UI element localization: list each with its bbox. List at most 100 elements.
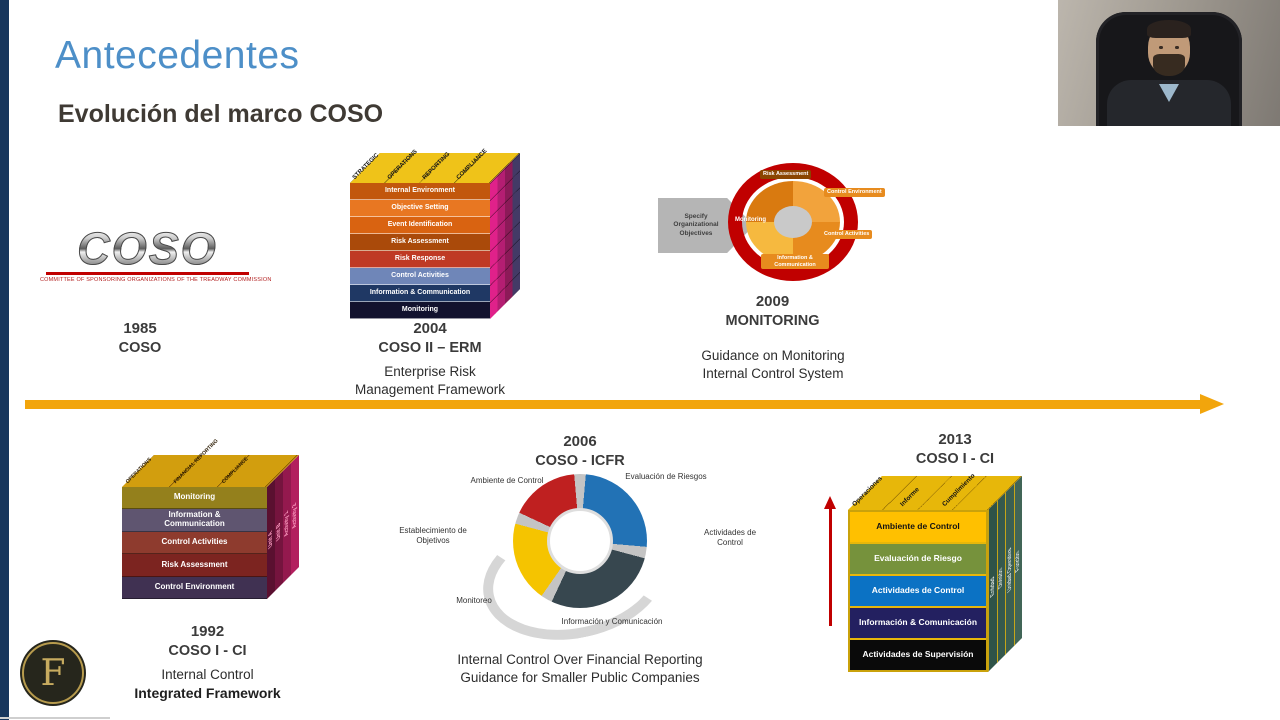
erm-cube-row: Event Identification [350, 217, 490, 234]
entry-1992-desc: Integrated Framework [134, 684, 281, 701]
icfr-label: Monitoreo [456, 596, 492, 605]
entry-2009-desc-line: Internal Control System [702, 365, 844, 381]
ci2013-cube-side-col: Unidad Operativa [1005, 484, 1014, 655]
erm-cube-row: Objective Setting [350, 200, 490, 217]
coso-logo: COSO COMMITTEE OF SPONSORING ORGANIZATIO… [40, 223, 272, 283]
icfr-donut-diagram: Ambiente de Control Evaluación de Riesgo… [390, 468, 770, 656]
ci2013-cube-side-label: Entidad [989, 573, 996, 599]
erm-cube-top-label: REPORTING [421, 151, 452, 181]
entry-1985-year: 1985 [123, 320, 157, 337]
icfr-label: Actividades de Control [703, 528, 757, 547]
ic1992-cube-side-col: Activity 1 [283, 463, 291, 583]
ci2013-cube-row: Evaluación de Riesgo [850, 544, 986, 576]
entry-2009: 2009 MONITORING [690, 293, 855, 336]
red-up-arrow [824, 496, 836, 509]
entry-2006-name: COSO - ICFR [535, 453, 625, 469]
ic1992-cube-row: Risk Assessment [122, 554, 267, 577]
ic1992-cube-top-label: OPERATIONS [124, 456, 153, 485]
ci2013-cube-row: Información & Comunicación [850, 608, 986, 640]
icfr-label: Información y Comunicación [561, 617, 663, 626]
coso-logo-underline [46, 271, 249, 275]
entry-2004-desc: Management Framework [354, 381, 506, 397]
ic1992-cube-side-label: Activity 1 [284, 507, 290, 539]
erm-cube-side-face [490, 153, 520, 319]
ci2013-cube-side-col: Función [1013, 476, 1022, 647]
monitoring-label: Control Activities [821, 230, 873, 239]
ic1992-cube-row: Monitoring [122, 487, 267, 510]
icfr-label: Ambiente de Control [470, 476, 544, 485]
ci2013-cube-side-label: División [998, 565, 1005, 591]
ci2013-cube-side-col: Entidad [988, 501, 997, 672]
bottom-hairline [0, 717, 110, 719]
entry-2013: 2013 COSO I - CI [880, 431, 1030, 474]
ci2013-cube-side-face: Entidad División Unidad Operativa Funció… [988, 476, 1022, 672]
firm-logo: F [22, 642, 84, 704]
entry-2006-desc-line: Guidance for Smaller Public Companies [460, 669, 700, 685]
monitoring-diagram: Specify Organizational Objectives Risk A… [658, 158, 893, 296]
timeline-arrowhead [1200, 394, 1224, 414]
ci2013-cube-row: Actividades de Control [850, 576, 986, 608]
entry-2006-desc: Internal Control Over Financial Reportin… [415, 651, 745, 686]
entry-2009-name: MONITORING [725, 313, 820, 329]
entry-1992-year: 1992 [190, 623, 225, 640]
ci2013-cube-side-label: Función [1015, 547, 1022, 574]
entry-1992: 1992 COSO I - CI Internal Control Integr… [110, 623, 305, 702]
ic1992-cube-top-label: FINANCIAL REPORTING [172, 438, 220, 485]
firm-logo-letter: F [40, 652, 66, 694]
erm-cube-top-label: OPERATIONS [386, 149, 419, 181]
entry-1992-name: COSO I - CI [168, 643, 247, 659]
ic1992-cube-front-face: Monitoring Information & Communication C… [122, 487, 267, 600]
icfr-label: Evaluación de Riesgos [625, 472, 707, 481]
ci2013-cube-top-label: Informe [899, 486, 921, 508]
page-title: Antecedentes [55, 34, 300, 77]
ic1992-cube-side-col: Activity 2 [291, 455, 299, 575]
coso-logo-text: COSO [77, 223, 218, 274]
ci2013-cube-row: Actividades de Supervisión [850, 640, 986, 670]
entry-2004-year: 2004 [413, 320, 447, 337]
coso-logo-tagline: COMMITTEE OF SPONSORING ORGANIZATIONS OF… [40, 276, 272, 283]
entry-2006-desc-line: Internal Control Over Financial Reportin… [457, 652, 703, 667]
erm-cube-row: Information & Communication [350, 285, 490, 302]
ic1992-cube-side-label: Unit A [268, 528, 274, 550]
erm-cube-top-label: COMPLIANCE [455, 148, 489, 181]
webcam-video[interactable] [1058, 0, 1280, 126]
ic1992-cube-top-label: COMPLIANCE [220, 456, 250, 485]
person-eyes [1156, 46, 1182, 49]
red-up-arrow-bar [829, 508, 832, 626]
erm-cube-row: Control Activities [350, 268, 490, 285]
icfr-donut-center [547, 508, 613, 574]
slide-subtitle: Evolución del marco COSO [58, 100, 384, 128]
timeline-arrow [25, 400, 1203, 409]
ci2013-cube-top-label: Operaciones [851, 475, 884, 508]
monitoring-label: Risk Assessment [760, 170, 812, 179]
ci2013-cube-side-col: División [996, 493, 1005, 664]
entry-2013-name: COSO I - CI [915, 451, 995, 467]
person-hair [1147, 20, 1191, 38]
entry-2006: 2006 COSO - ICFR [500, 433, 660, 476]
monitoring-label: Monitoring [735, 217, 766, 223]
erm-cube-row: Internal Environment [350, 183, 490, 200]
entry-2009-desc-line: Guidance on Monitoring [701, 348, 845, 363]
monitoring-center [774, 206, 812, 238]
ci2013-cube-row: Ambiente de Control [850, 512, 986, 544]
entry-1992-desc: Internal Control [161, 667, 254, 682]
ic1992-cube: OPERATIONS FINANCIAL REPORTING COMPLIANC… [122, 438, 327, 605]
ic1992-cube-row: Control Environment [122, 576, 267, 600]
monitoring-label: Control Environment [824, 188, 885, 197]
ci2013-cube-front-face: Ambiente de Control Evaluación de Riesgo… [848, 510, 988, 672]
entry-2013-year: 2013 [938, 431, 972, 448]
entry-2009-desc: Guidance on Monitoring Internal Control … [648, 347, 898, 382]
ic1992-cube-side-col: Unit A [267, 479, 275, 599]
erm-cube-top-label: STRATEGIC [351, 152, 381, 181]
ic1992-cube-row: Information & Communication [122, 509, 267, 532]
entry-2004-name: COSO II – ERM [378, 340, 482, 356]
monitoring-label: Information & Communication [761, 254, 829, 270]
ic1992-cube-side-label: Unit B [276, 519, 282, 543]
entry-1985: 1985 COSO [85, 320, 195, 363]
ic1992-cube-row: Control Activities [122, 531, 267, 555]
ic1992-cube-side-label: Activity 2 [292, 499, 298, 531]
erm-cube-front-face: Internal Environment Objective Setting E… [350, 183, 490, 319]
left-edge-strip [0, 0, 9, 720]
erm-cube-row: Monitoring [350, 302, 490, 319]
